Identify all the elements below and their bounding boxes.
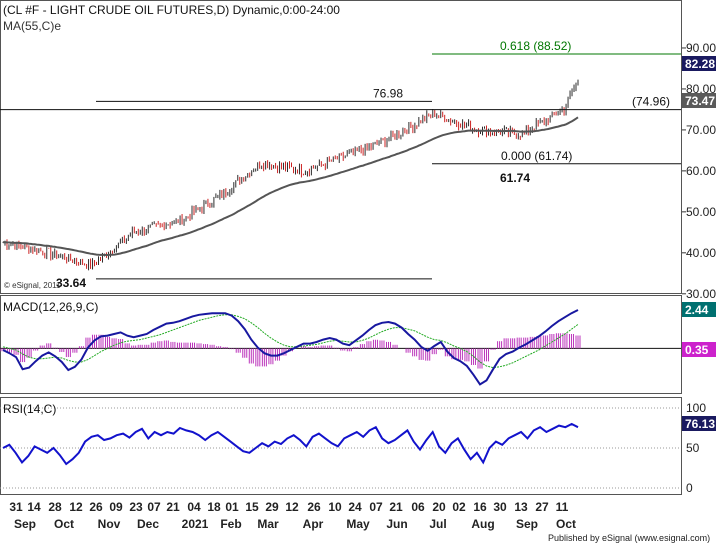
last-price-badge-bg [682, 56, 716, 71]
x-tick-label: 07 [147, 500, 161, 514]
x-month-label: Aug [471, 517, 494, 531]
x-month-label: Mar [257, 517, 279, 531]
rsi-panel-frame [0, 397, 682, 495]
price-tick-label: 80.00 [686, 82, 716, 96]
x-tick-label: 15 [245, 500, 259, 514]
x-tick-label: 27 [535, 500, 549, 514]
x-tick-label: 13 [514, 500, 528, 514]
x-tick-label: 12 [285, 500, 299, 514]
x-month-label: Dec [137, 517, 159, 531]
hist-value-badge: 0.35 [685, 343, 709, 357]
rsi-tick-label: 100 [686, 401, 706, 415]
x-month-label: May [346, 517, 370, 531]
x-tick-label: 14 [27, 500, 41, 514]
x-tick-label: 26 [89, 500, 103, 514]
x-month-label: Nov [98, 517, 121, 531]
x-tick-label: 07 [369, 500, 383, 514]
rsi-layer: 100 50 0 76.13 [0, 401, 716, 495]
x-tick-label: 29 [265, 500, 279, 514]
x-tick-label: 12 [69, 500, 83, 514]
x-tick-label: 06 [411, 500, 425, 514]
x-month-label: Jun [386, 517, 407, 531]
x-tick-label: 01 [225, 500, 239, 514]
high-label: 76.98 [373, 86, 403, 100]
macd-value-badge: 2.44 [685, 303, 709, 317]
ma-value-badge-bg [682, 93, 716, 108]
price-tick-label: 90.00 [686, 41, 716, 55]
price-tick-label: 70.00 [686, 123, 716, 137]
x-tick-label: 28 [48, 500, 62, 514]
ma-value-badge: 73.47 [685, 94, 715, 108]
rsi-tick-label: 50 [686, 441, 700, 455]
x-month-label: Sep [516, 517, 538, 531]
x-month-label: Feb [220, 517, 241, 531]
x-month-label: Sep [14, 517, 36, 531]
x-month-label: Oct [556, 517, 576, 531]
x-tick-label: 26 [307, 500, 321, 514]
x-tick-label: 21 [166, 500, 180, 514]
watermark: © eSignal, 2011 [4, 281, 61, 290]
x-tick-label: 18 [207, 500, 221, 514]
footer-text: Published by eSignal (www.esignal.com) [548, 533, 710, 543]
price-tick-label: 30.00 [686, 287, 716, 301]
x-tick-label: 21 [389, 500, 403, 514]
resistance-label: (74.96) [632, 95, 670, 109]
x-tick-label: 04 [187, 500, 201, 514]
x-month-label: 2021 [182, 517, 209, 531]
hist-badge-bg [682, 342, 716, 357]
low-label: 61.74 [500, 171, 530, 185]
x-tick-label: 20 [432, 500, 446, 514]
x-month-label: Jul [429, 517, 446, 531]
last-price-badge: 82.28 [685, 57, 715, 71]
macd-layer: 2.44 0.35 [0, 302, 716, 386]
x-tick-label: 02 [452, 500, 466, 514]
rsi-title: RSI(14,C) [3, 402, 56, 416]
x-tick-label: 11 [556, 500, 569, 514]
rsi-badge-bg [682, 416, 716, 431]
price-tick-label: 40.00 [686, 246, 716, 260]
macd-panel-frame [0, 295, 682, 394]
rsi-value-badge: 76.13 [685, 417, 715, 431]
ma-line [2, 116, 579, 256]
x-month-label: Apr [303, 517, 324, 531]
x-tick-label: 16 [473, 500, 487, 514]
macd-line [2, 309, 579, 386]
fib-0-label: 0.000 (61.74) [501, 149, 572, 163]
macd-badge-bg [682, 302, 716, 317]
price-panel-frame [0, 0, 682, 294]
x-tick-label: 09 [109, 500, 123, 514]
rsi-tick-label: 0 [686, 481, 693, 495]
rsi-line [2, 422, 579, 466]
panel-frames [0, 0, 682, 495]
x-tick-label: 30 [493, 500, 507, 514]
x-tick-label: 24 [348, 500, 362, 514]
price-layer: 0.618 (88.52) (74.96) 76.98 0.000 (61.74) 61… [0, 39, 681, 290]
axis-layer: 90.00 80.00 70.00 60.00 50.00 40.00 30.00 82.28… [9, 41, 716, 531]
chart-title: (CL #F - LIGHT CRUDE OIL FUTURES,D) Dyna… [3, 3, 340, 17]
price-tick-label: 50.00 [686, 205, 716, 219]
x-tick-label: 31 [9, 500, 23, 514]
macd-title: MACD(12,26,9,C) [3, 300, 98, 314]
fib-618-label: 0.618 (88.52) [500, 39, 571, 53]
x-month-label: Oct [54, 517, 74, 531]
bottom-label: 33.64 [56, 276, 86, 290]
x-tick-label: 10 [328, 500, 342, 514]
macd-signal-line [2, 314, 579, 369]
x-tick-label: 23 [129, 500, 143, 514]
price-tick-label: 60.00 [686, 164, 716, 178]
ma-label: MA(55,C)e [3, 19, 61, 33]
